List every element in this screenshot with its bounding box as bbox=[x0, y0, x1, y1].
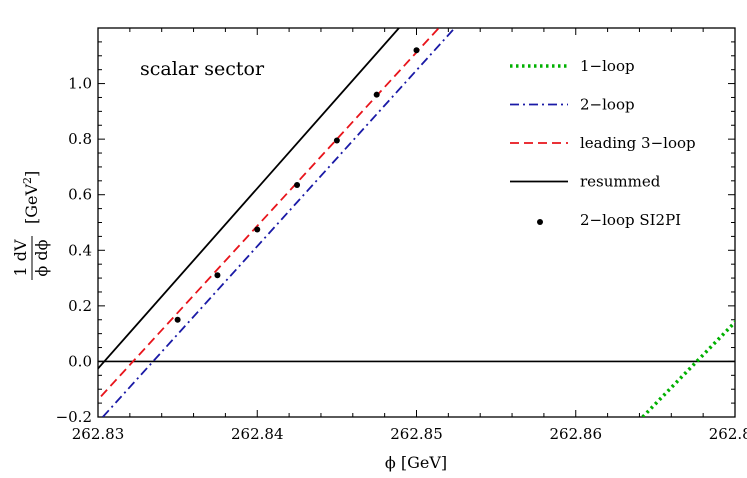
legend-label-1-loop: 1−loop bbox=[580, 57, 635, 75]
y-axis-title-numerator: 1 dV bbox=[11, 239, 30, 277]
data-point-2-loop-si2pi bbox=[214, 272, 221, 279]
data-point-2-loop-si2pi bbox=[174, 316, 181, 323]
data-point-2-loop-si2pi bbox=[413, 47, 420, 54]
y-tick-label: 0.2 bbox=[68, 297, 92, 315]
y-tick-label: −0.2 bbox=[56, 408, 92, 426]
legend-swatch-2-loop-si2pi bbox=[537, 219, 543, 225]
y-axis-title-unit-close: ] bbox=[22, 171, 41, 177]
legend-label-2-loop: 2−loop bbox=[580, 96, 635, 114]
series-line-2-loop bbox=[102, 28, 456, 417]
y-axis-title-unit-sup: 2 bbox=[21, 177, 34, 184]
series-lines bbox=[98, 28, 735, 417]
y-tick-label: 0.8 bbox=[68, 130, 92, 148]
chart-annotation: scalar sector bbox=[140, 58, 265, 80]
data-point-2-loop-si2pi bbox=[373, 91, 380, 98]
x-tick-label: 262.87 bbox=[709, 425, 747, 443]
legend-label-resummed: resummed bbox=[580, 173, 661, 191]
axis-tick-labels: 262.83 262.84 262.85 262.86 262.87 −0.2 0.0 0.2… bbox=[56, 75, 747, 443]
series-line-1-loop bbox=[641, 319, 735, 417]
y-tick-label: 0.4 bbox=[68, 241, 92, 259]
y-tick-label: 0.6 bbox=[68, 186, 92, 204]
axis-ticks bbox=[97, 27, 736, 418]
y-axis-title-unit-base: [GeV bbox=[22, 184, 41, 224]
data-point-2-loop-si2pi bbox=[254, 226, 261, 233]
series-line-resummed bbox=[98, 28, 400, 370]
x-tick-label: 262.84 bbox=[231, 425, 284, 443]
legend-label-2-loop-si2pi: 2−loop SI2PI bbox=[580, 211, 681, 229]
y-axis-title-unit: [GeV2] bbox=[21, 171, 41, 224]
y-axis-title: 1 dV ϕ dϕ [GeV2] bbox=[11, 171, 51, 280]
legend: 1−loop 2−loop leading 3−loop resummed 2−loop… bbox=[510, 57, 696, 229]
data-point-2-loop-si2pi bbox=[294, 181, 301, 188]
y-axis-title-denominator: ϕ dϕ bbox=[32, 239, 51, 276]
x-tick-label: 262.85 bbox=[390, 425, 443, 443]
data-point-2-loop-si2pi bbox=[333, 137, 340, 144]
y-tick-label: 0.0 bbox=[68, 352, 92, 370]
x-tick-label: 262.83 bbox=[72, 425, 125, 443]
series-line-leading-3-loop bbox=[98, 28, 440, 401]
legend-label-leading-3-loop: leading 3−loop bbox=[580, 134, 696, 152]
y-tick-label: 1.0 bbox=[68, 75, 92, 93]
x-tick-label: 262.86 bbox=[550, 425, 603, 443]
x-axis-title: ϕ [GeV] bbox=[385, 453, 447, 472]
series-points bbox=[174, 47, 420, 323]
